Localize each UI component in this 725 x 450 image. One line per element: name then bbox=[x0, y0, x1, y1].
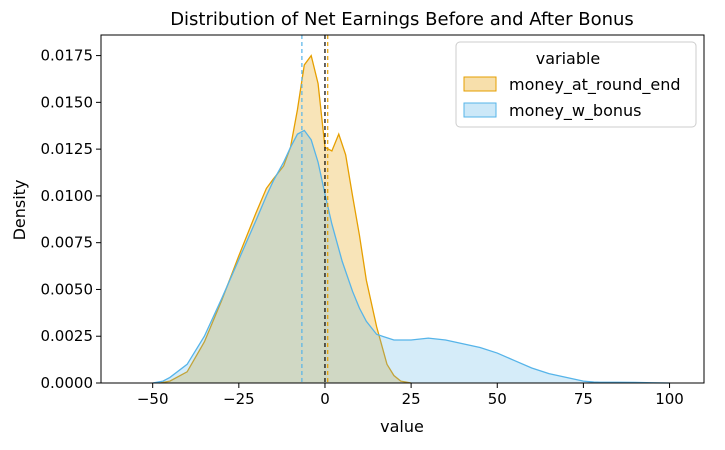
y-axis-label: Density bbox=[10, 180, 29, 241]
x-tick-label-3: 25 bbox=[402, 390, 421, 408]
legend-swatch-0 bbox=[463, 76, 497, 92]
legend-title: variable bbox=[536, 49, 601, 68]
x-axis-label: value bbox=[380, 417, 424, 436]
legend-label-0: money_at_round_end bbox=[509, 75, 681, 95]
legend-box bbox=[455, 41, 697, 128]
y-tick-label-1: 0.0025 bbox=[41, 327, 94, 345]
x-tick-label-2: 0 bbox=[320, 390, 330, 408]
y-tick-label-6: 0.0150 bbox=[41, 93, 94, 111]
x-tick-label-0: −50 bbox=[137, 390, 169, 408]
series-area-1 bbox=[152, 130, 670, 383]
y-tick-label-5: 0.0125 bbox=[41, 140, 94, 158]
x-tick-label-6: 100 bbox=[655, 390, 684, 408]
x-tick-label-5: 75 bbox=[574, 390, 593, 408]
series-line-1 bbox=[152, 129, 670, 384]
legend-label-1: money_w_bonus bbox=[509, 101, 641, 121]
legend: variable money_at_round_end money_w_bonus bbox=[455, 41, 697, 128]
series-area-0 bbox=[159, 55, 412, 383]
y-tick-label-7: 0.0175 bbox=[41, 47, 94, 65]
y-tick-label-2: 0.0050 bbox=[41, 280, 94, 298]
y-tick-label-3: 0.0075 bbox=[41, 234, 94, 252]
chart-title: Distribution of Net Earnings Before and … bbox=[170, 9, 634, 30]
plot-area bbox=[152, 35, 670, 384]
axes: −50 −25 0 25 50 75 100 0.0000 0.0025 0.0050 0.0075… bbox=[41, 34, 705, 408]
y-tick-label-0: 0.0000 bbox=[41, 374, 94, 392]
axes-frame bbox=[100, 34, 705, 384]
x-tick-label-4: 50 bbox=[488, 390, 507, 408]
x-tick-label-1: −25 bbox=[223, 390, 255, 408]
y-tick-label-4: 0.0100 bbox=[41, 187, 94, 205]
legend-swatch-1 bbox=[463, 102, 497, 118]
